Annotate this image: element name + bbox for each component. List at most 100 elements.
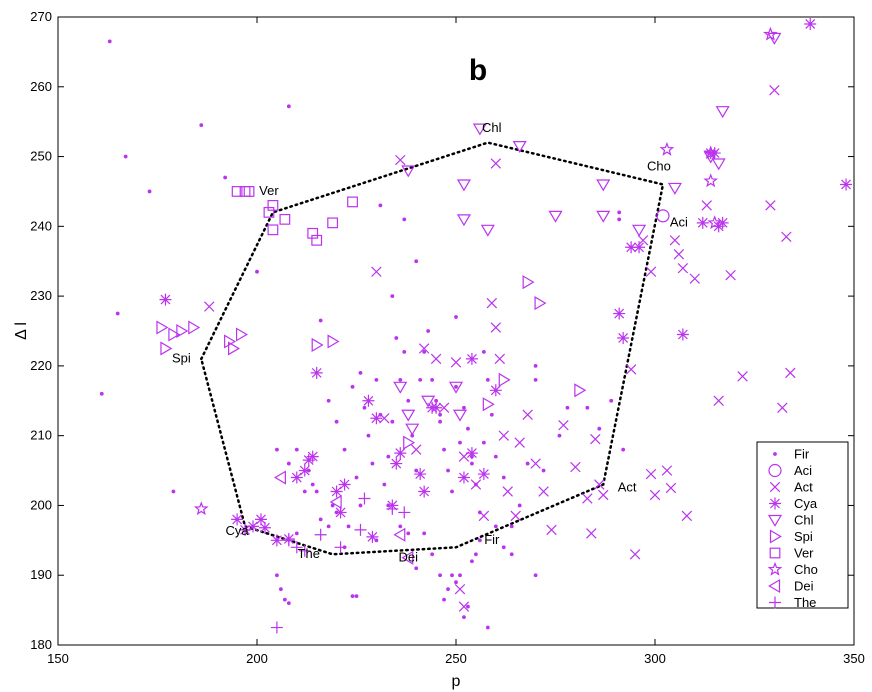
point-act — [410, 444, 422, 455]
point-fir — [342, 447, 347, 452]
point-ver — [231, 186, 243, 197]
point-act — [486, 297, 498, 309]
point-chl — [401, 165, 416, 178]
point-cya — [696, 216, 709, 229]
legend-label-ver: Ver — [794, 546, 814, 561]
legend-marker-cya — [769, 497, 781, 510]
point-cya — [290, 471, 303, 484]
y-axis-title: Δ l — [13, 322, 30, 340]
point-cya — [840, 178, 853, 191]
point-act — [204, 301, 215, 312]
point-cya — [254, 513, 267, 526]
point-fir — [450, 489, 454, 494]
point-the — [354, 523, 367, 536]
y-tick-label: 230 — [30, 288, 52, 303]
legend-label-aci: Aci — [794, 463, 812, 478]
point-cya — [625, 241, 638, 254]
point-act — [490, 322, 502, 333]
point-dei — [401, 550, 414, 565]
point-ver — [347, 196, 358, 208]
point-act — [629, 549, 641, 560]
point-ver — [279, 213, 291, 225]
point-spi — [482, 397, 495, 412]
point-chl — [480, 224, 495, 237]
point-act — [582, 493, 593, 504]
point-fir — [350, 594, 355, 599]
point-chl — [448, 381, 464, 394]
point-cya — [258, 521, 271, 534]
point-fir — [533, 573, 538, 578]
point-spi — [188, 320, 201, 335]
point-fir — [410, 433, 415, 438]
point-fir — [199, 123, 204, 128]
point-spi — [522, 275, 535, 290]
point-act — [665, 482, 677, 494]
point-act — [454, 583, 466, 595]
point-spi — [327, 334, 340, 349]
legend-label-the: The — [794, 595, 816, 610]
point-fir — [390, 419, 395, 424]
point-chl — [711, 158, 726, 171]
point-fir — [115, 311, 120, 316]
point-the — [398, 506, 411, 519]
point-fir — [414, 566, 419, 571]
point-aci — [656, 209, 670, 223]
point-fir — [481, 350, 486, 354]
point-fir — [533, 377, 538, 382]
y-tick-label: 210 — [30, 428, 52, 443]
point-fir — [406, 531, 411, 536]
point-fir — [223, 175, 228, 180]
point-ver — [243, 186, 255, 197]
point-cya — [247, 520, 260, 533]
point-act — [649, 489, 661, 501]
point-the — [334, 541, 347, 554]
point-cya — [617, 331, 630, 344]
point-spi — [156, 320, 169, 335]
point-act — [494, 353, 506, 365]
point-fir — [617, 210, 622, 215]
point-fir — [466, 426, 470, 431]
point-fir — [442, 597, 446, 602]
point-chl — [456, 214, 472, 227]
legend-label-act: Act — [794, 480, 813, 495]
point-act — [681, 510, 693, 522]
point-cho — [703, 173, 719, 188]
point-fir — [454, 315, 458, 319]
point-act — [502, 486, 513, 497]
point-fir — [346, 524, 351, 529]
point-act — [598, 489, 609, 501]
annotation-fir: Fir — [484, 532, 500, 547]
point-fir — [501, 545, 506, 550]
point-fir — [438, 573, 442, 578]
point-fir — [442, 447, 446, 452]
x-tick-label: 350 — [843, 651, 865, 666]
annotation-cho: Cho — [647, 159, 671, 174]
point-act — [765, 200, 776, 211]
point-chl — [472, 123, 487, 136]
point-fir — [509, 524, 514, 529]
y-tick-label: 200 — [30, 497, 52, 512]
point-cya — [306, 450, 319, 463]
point-act — [777, 402, 788, 413]
point-chl — [596, 210, 611, 223]
point-chl — [421, 395, 436, 408]
point-fir — [434, 398, 438, 403]
point-act — [785, 367, 796, 379]
point-fir — [470, 461, 474, 466]
point-act — [490, 158, 502, 169]
point-fir — [446, 468, 450, 473]
point-cya — [613, 307, 626, 320]
point-fir — [617, 217, 622, 222]
point-fir — [366, 433, 371, 438]
legend-marker-the — [769, 596, 781, 609]
point-chl — [632, 224, 647, 237]
point-cya — [366, 530, 379, 543]
point-fir — [123, 154, 128, 159]
point-fir — [286, 461, 291, 466]
point-fir — [310, 482, 315, 487]
x-tick-label: 200 — [246, 651, 268, 666]
point-spi — [235, 327, 248, 342]
point-cya — [310, 366, 323, 379]
point-act — [558, 419, 569, 431]
